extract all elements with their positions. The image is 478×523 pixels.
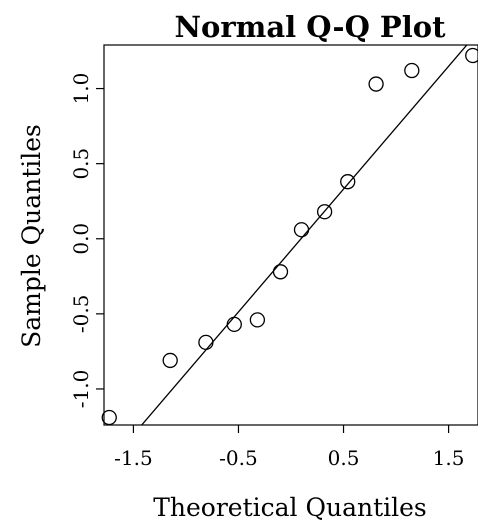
data-point bbox=[101, 409, 117, 426]
x-axis-title: Theoretical Quantiles bbox=[153, 493, 427, 522]
x-tick-label: -1.5 bbox=[114, 446, 153, 470]
y-tick-label: 0.5 bbox=[69, 148, 93, 180]
data-point bbox=[465, 47, 478, 64]
chart-title: Normal Q-Q Plot bbox=[175, 10, 447, 44]
plot-border bbox=[103, 44, 478, 426]
data-point bbox=[162, 352, 178, 369]
x-tick-label: 1.5 bbox=[433, 446, 465, 470]
x-tick-label: -0.5 bbox=[219, 446, 258, 470]
data-point bbox=[404, 62, 420, 79]
data-point bbox=[368, 76, 384, 92]
y-tick-label: 0.0 bbox=[69, 223, 93, 255]
data-point bbox=[249, 312, 266, 328]
data-point bbox=[198, 334, 214, 351]
data-point bbox=[272, 264, 289, 280]
data-point bbox=[340, 174, 356, 190]
y-tick-label: -1.0 bbox=[69, 370, 93, 409]
y-tick-label: 1.0 bbox=[69, 73, 93, 105]
y-axis-title: Sample Quantiles bbox=[17, 124, 46, 348]
data-point bbox=[316, 204, 333, 220]
x-tick-label: 0.5 bbox=[328, 446, 360, 470]
data-point bbox=[226, 316, 242, 333]
y-tick-label: -0.5 bbox=[69, 295, 93, 334]
data-point bbox=[293, 222, 310, 238]
reference-line bbox=[140, 45, 468, 425]
plot-area: -1.5 -0.5 0.5 1.5 -1.0 -0.5 0.0 0.5 1.0 bbox=[69, 44, 478, 470]
